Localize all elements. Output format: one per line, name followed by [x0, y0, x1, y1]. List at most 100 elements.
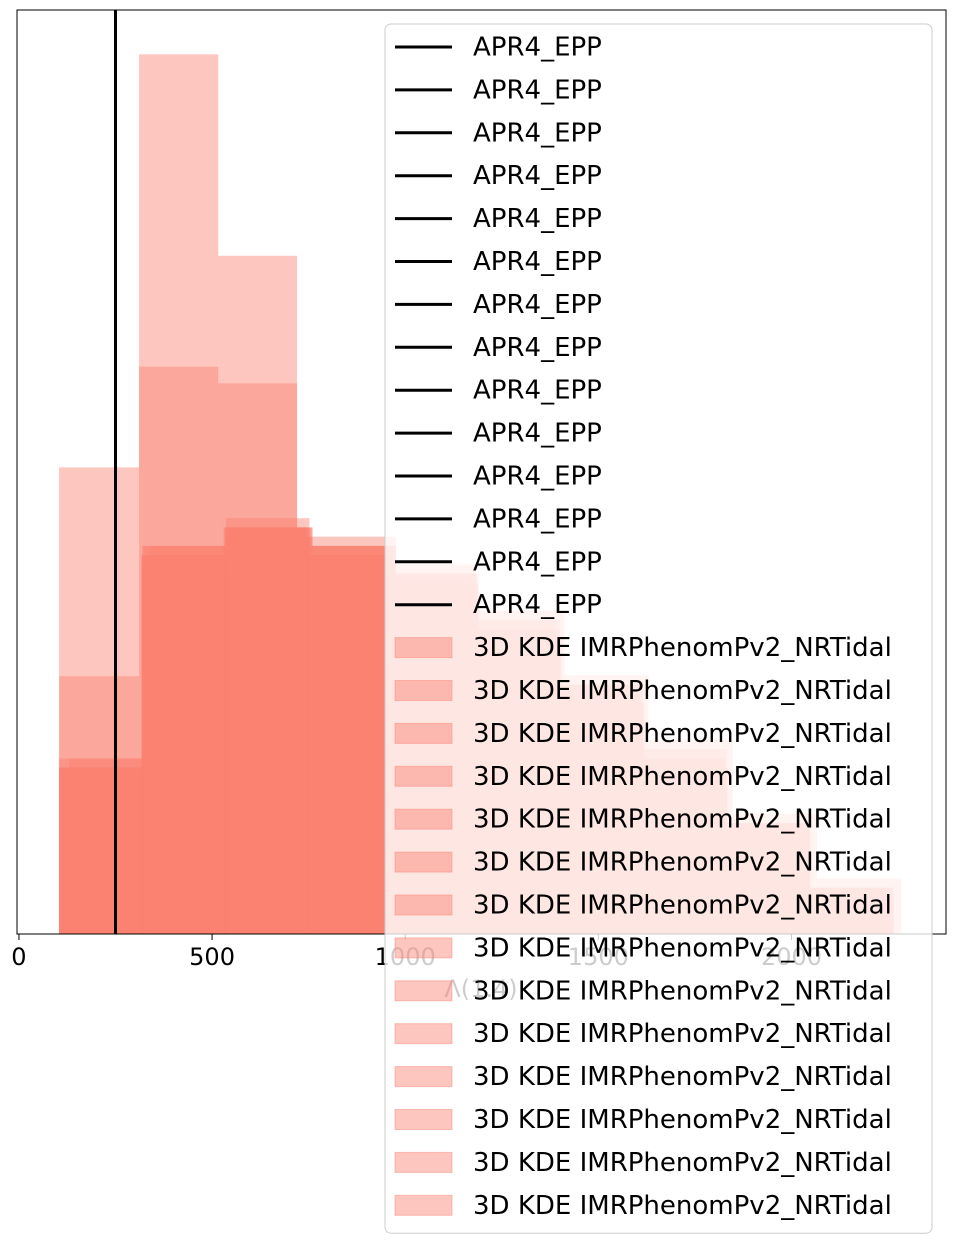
hist-bar — [59, 786, 143, 934]
legend-label: 3D KDE IMRPhenomPv2_NRTidal — [473, 1191, 892, 1221]
hist-bar — [141, 564, 225, 934]
hist-bar — [297, 610, 377, 934]
hist-bar — [146, 564, 230, 934]
hist-bar — [59, 767, 142, 934]
legend-patch — [394, 637, 453, 659]
legend-patch — [394, 980, 453, 1002]
legend-label: 3D KDE IMRPhenomPv2_NRTidal — [473, 891, 892, 921]
hist-bar — [142, 555, 226, 934]
hist-bar — [309, 555, 393, 934]
legend-label: 3D KDE IMRPhenomPv2_NRTidal — [473, 1105, 892, 1135]
legend-label: APR4_EPP — [473, 118, 602, 148]
hist-bar — [59, 758, 143, 934]
hist-bar — [139, 54, 219, 935]
hist-bar — [59, 767, 144, 934]
hist-bar — [309, 555, 393, 934]
hist-bar — [59, 776, 142, 934]
hist-bar — [65, 767, 148, 934]
legend-label: APR4_EPP — [473, 290, 602, 320]
legend-label: APR4_EPP — [473, 161, 602, 191]
legend-patch — [394, 680, 453, 701]
hist-bar — [225, 536, 310, 934]
hist-bar — [230, 536, 314, 934]
legend-label: 3D KDE IMRPhenomPv2_NRTidal — [473, 805, 892, 835]
hist-bar — [225, 527, 309, 934]
legend-label: APR4_EPP — [473, 547, 602, 577]
hist-bar — [61, 776, 145, 934]
hist-bar — [223, 527, 306, 934]
hist-bar — [312, 564, 394, 934]
hist-bar — [307, 564, 390, 934]
hist-bar — [59, 467, 140, 934]
hist-bar — [225, 518, 310, 934]
hist-bar — [63, 767, 147, 934]
legend-label: APR4_EPP — [473, 590, 602, 620]
legend-box — [384, 23, 933, 1234]
legend-label: 3D KDE IMRPhenomPv2_NRTidal — [473, 633, 892, 663]
hist-bar — [312, 545, 396, 934]
legend-label: APR4_EPP — [473, 33, 602, 63]
legend-patch — [394, 1194, 453, 1216]
hist-bar — [305, 555, 389, 934]
legend: APR4_EPP APR4_EPP APR4_EPP APR4_EPP APR4_EPP… — [384, 23, 933, 1234]
legend-label: 3D KDE IMRPhenomPv2_NRTidal — [473, 1062, 892, 1092]
legend-label: 3D KDE IMRPhenomPv2_NRTidal — [473, 933, 892, 963]
hist-bar — [69, 758, 151, 934]
x-tick-label: 500 — [189, 943, 235, 971]
legend-label: APR4_EPP — [473, 204, 602, 234]
legend-patch — [394, 1109, 453, 1130]
legend-patch — [394, 851, 453, 873]
hist-bar — [142, 564, 226, 934]
hist-bar — [231, 527, 313, 934]
legend-patch — [394, 765, 453, 787]
legend-label: 3D KDE IMRPhenomPv2_NRTidal — [473, 676, 892, 706]
legend-patch — [394, 894, 453, 916]
hist-bar — [227, 527, 311, 934]
legend-label: APR4_EPP — [473, 462, 602, 492]
hist-bar — [310, 545, 394, 934]
legend-label: 3D KDE IMRPhenomPv2_NRTidal — [473, 848, 892, 878]
x-tick-label: 0 — [11, 943, 26, 971]
hist-bar — [297, 564, 377, 934]
legend-patch — [394, 937, 453, 959]
legend-label: APR4_EPP — [473, 376, 602, 406]
hist-bar — [309, 545, 393, 934]
hist-bar — [150, 545, 232, 934]
legend-patch — [394, 808, 453, 830]
hist-bar — [224, 527, 308, 934]
hist-bar — [229, 527, 313, 934]
hist-bar — [307, 555, 390, 934]
hist-bar — [59, 776, 143, 934]
hist-bar — [147, 573, 231, 934]
legend-label: 3D KDE IMRPhenomPv2_NRTidal — [473, 719, 892, 749]
hist-bar — [311, 545, 396, 934]
legend-label: 3D KDE IMRPhenomPv2_NRTidal — [473, 976, 892, 1006]
legend-label: APR4_EPP — [473, 419, 602, 449]
legend-label: APR4_EPP — [473, 247, 602, 277]
hist-bar — [59, 676, 140, 934]
legend-patch — [394, 722, 453, 744]
hist-bar — [59, 767, 143, 934]
legend-label: APR4_EPP — [473, 333, 602, 363]
hist-bar — [142, 564, 226, 934]
legend-patch — [394, 1066, 453, 1088]
legend-label: APR4_EPP — [473, 75, 602, 105]
legend-label: 3D KDE IMRPhenomPv2_NRTidal — [473, 1019, 892, 1049]
hist-bar — [143, 545, 228, 934]
hist-bar — [59, 767, 142, 934]
hist-bar — [141, 555, 225, 934]
hist-bar — [218, 255, 298, 934]
hist-bar — [227, 536, 312, 934]
hist-bar — [313, 536, 396, 934]
legend-label: 3D KDE IMRPhenomPv2_NRTidal — [473, 1148, 892, 1178]
hist-bar — [224, 555, 308, 934]
hist-bar — [218, 383, 298, 934]
legend-patch — [394, 1023, 453, 1045]
legend-label: 3D KDE IMRPhenomPv2_NRTidal — [473, 762, 892, 792]
hist-bar — [139, 366, 219, 934]
hist-bar — [142, 545, 226, 934]
hist-bar — [141, 555, 224, 934]
hist-bar — [308, 564, 392, 934]
legend-patch — [394, 1151, 453, 1173]
